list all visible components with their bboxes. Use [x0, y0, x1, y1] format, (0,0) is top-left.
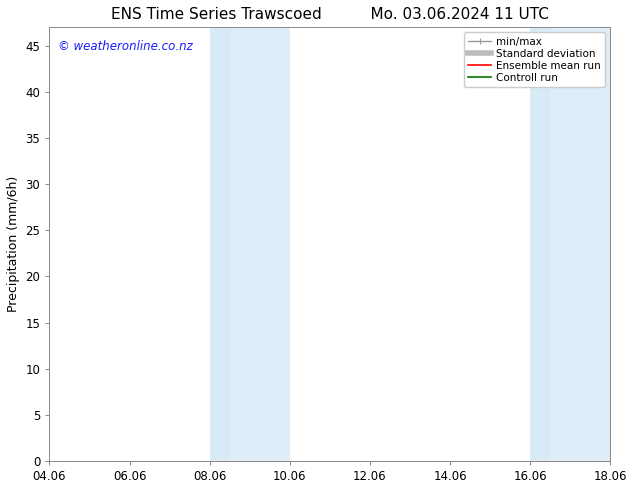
Title: ENS Time Series Trawscoed          Mo. 03.06.2024 11 UTC: ENS Time Series Trawscoed Mo. 03.06.2024…: [111, 7, 549, 22]
Text: © weatheronline.co.nz: © weatheronline.co.nz: [58, 40, 193, 53]
Bar: [530, 27, 550, 461]
Bar: [550, 27, 611, 461]
Legend: min/max, Standard deviation, Ensemble mean run, Controll run: min/max, Standard deviation, Ensemble me…: [464, 32, 605, 87]
Bar: [210, 27, 230, 461]
Y-axis label: Precipitation (mm/6h): Precipitation (mm/6h): [7, 176, 20, 312]
Bar: [230, 27, 290, 461]
